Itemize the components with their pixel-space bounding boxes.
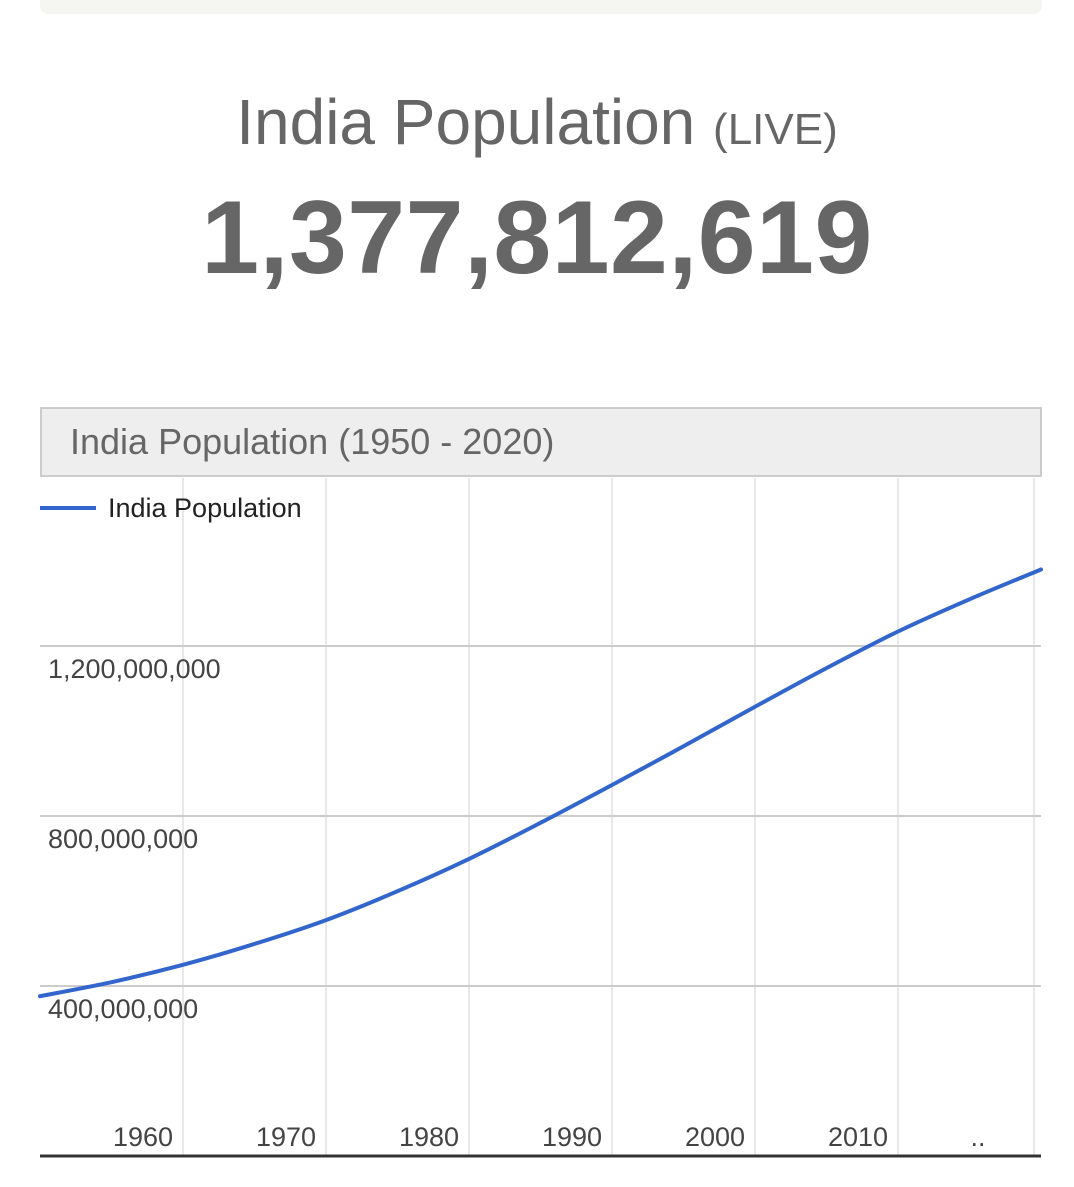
x-tick-label: 2010 [828,1122,888,1152]
live-suffix: (LIVE) [713,105,838,154]
y-tick-label: 400,000,000 [48,994,198,1024]
x-tick-label: 1990 [542,1122,602,1152]
series-line-india-population [38,567,1043,999]
x-tick-label: 2000 [685,1122,745,1152]
x-tick-label: 1980 [399,1122,459,1152]
chart-title: India Population (1950 - 2020) [70,421,555,462]
x-tick-label: .. [970,1122,985,1152]
top-panel-edge [40,0,1042,14]
page-title: India Population (LIVE) [0,84,1074,168]
y-tick-label: 800,000,000 [48,824,198,854]
x-tick-label: 1960 [113,1122,173,1152]
chart-title-bar: India Population (1950 - 2020) [40,407,1042,477]
live-population-counter: 1,377,812,619 [201,180,873,296]
legend-label: India Population [108,493,302,523]
x-tick-label: 1970 [256,1122,316,1152]
title-text: India Population [236,86,696,158]
y-tick-label: 1,200,000,000 [48,654,221,684]
